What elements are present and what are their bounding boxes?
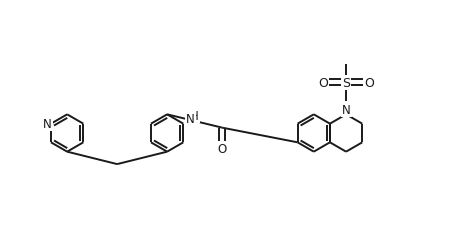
Text: N: N	[186, 113, 194, 126]
Text: S: S	[342, 76, 350, 89]
Text: N: N	[342, 103, 350, 116]
Text: O: O	[318, 76, 328, 89]
Text: O: O	[364, 76, 374, 89]
Text: N: N	[43, 118, 52, 131]
Text: O: O	[218, 143, 227, 156]
Text: H: H	[190, 109, 199, 122]
